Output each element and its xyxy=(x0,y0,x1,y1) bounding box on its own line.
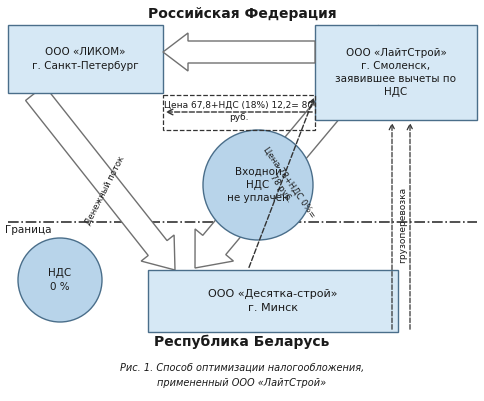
Bar xyxy=(148,270,397,332)
Bar xyxy=(163,95,314,130)
Text: примененный ООО «ЛайтСтрой»: примененный ООО «ЛайтСтрой» xyxy=(157,378,326,388)
Text: грузоперевозка: грузоперевозка xyxy=(398,187,407,263)
Text: Денежный поток: Денежный поток xyxy=(84,154,126,226)
Text: Рис. 1. Способ оптимизации налогообложения,: Рис. 1. Способ оптимизации налогообложен… xyxy=(120,363,363,373)
Circle shape xyxy=(203,130,312,240)
Text: НДС
0 %: НДС 0 % xyxy=(48,268,72,292)
Text: Входной
НДС
не уплачен: Входной НДС не уплачен xyxy=(227,167,288,203)
Text: ООО «ЛИКОМ»
г. Санкт-Петербург: ООО «ЛИКОМ» г. Санкт-Петербург xyxy=(32,47,138,71)
Text: Российская Федерация: Российская Федерация xyxy=(148,7,335,21)
Polygon shape xyxy=(195,25,401,268)
Bar xyxy=(314,25,476,120)
Text: Граница: Граница xyxy=(5,225,51,235)
Text: Республика Беларусь: Республика Беларусь xyxy=(154,335,329,349)
Text: Цена 67,8+НДС (18%) 12,2= 80: Цена 67,8+НДС (18%) 12,2= 80 xyxy=(164,101,313,109)
Bar xyxy=(8,25,163,93)
Text: Цена 78+НДС 0%=
78 руб.: Цена 78+НДС 0%= 78 руб. xyxy=(252,145,317,225)
Polygon shape xyxy=(26,85,175,270)
Text: ООО «ЛайтСтрой»
г. Смоленск,
заявившее вычеты по
НДС: ООО «ЛайтСтрой» г. Смоленск, заявившее в… xyxy=(335,48,455,97)
Text: ООО «Десятка-строй»
г. Минск: ООО «Десятка-строй» г. Минск xyxy=(208,290,337,313)
Polygon shape xyxy=(163,33,314,71)
Circle shape xyxy=(18,238,102,322)
Text: руб.: руб. xyxy=(229,113,248,122)
